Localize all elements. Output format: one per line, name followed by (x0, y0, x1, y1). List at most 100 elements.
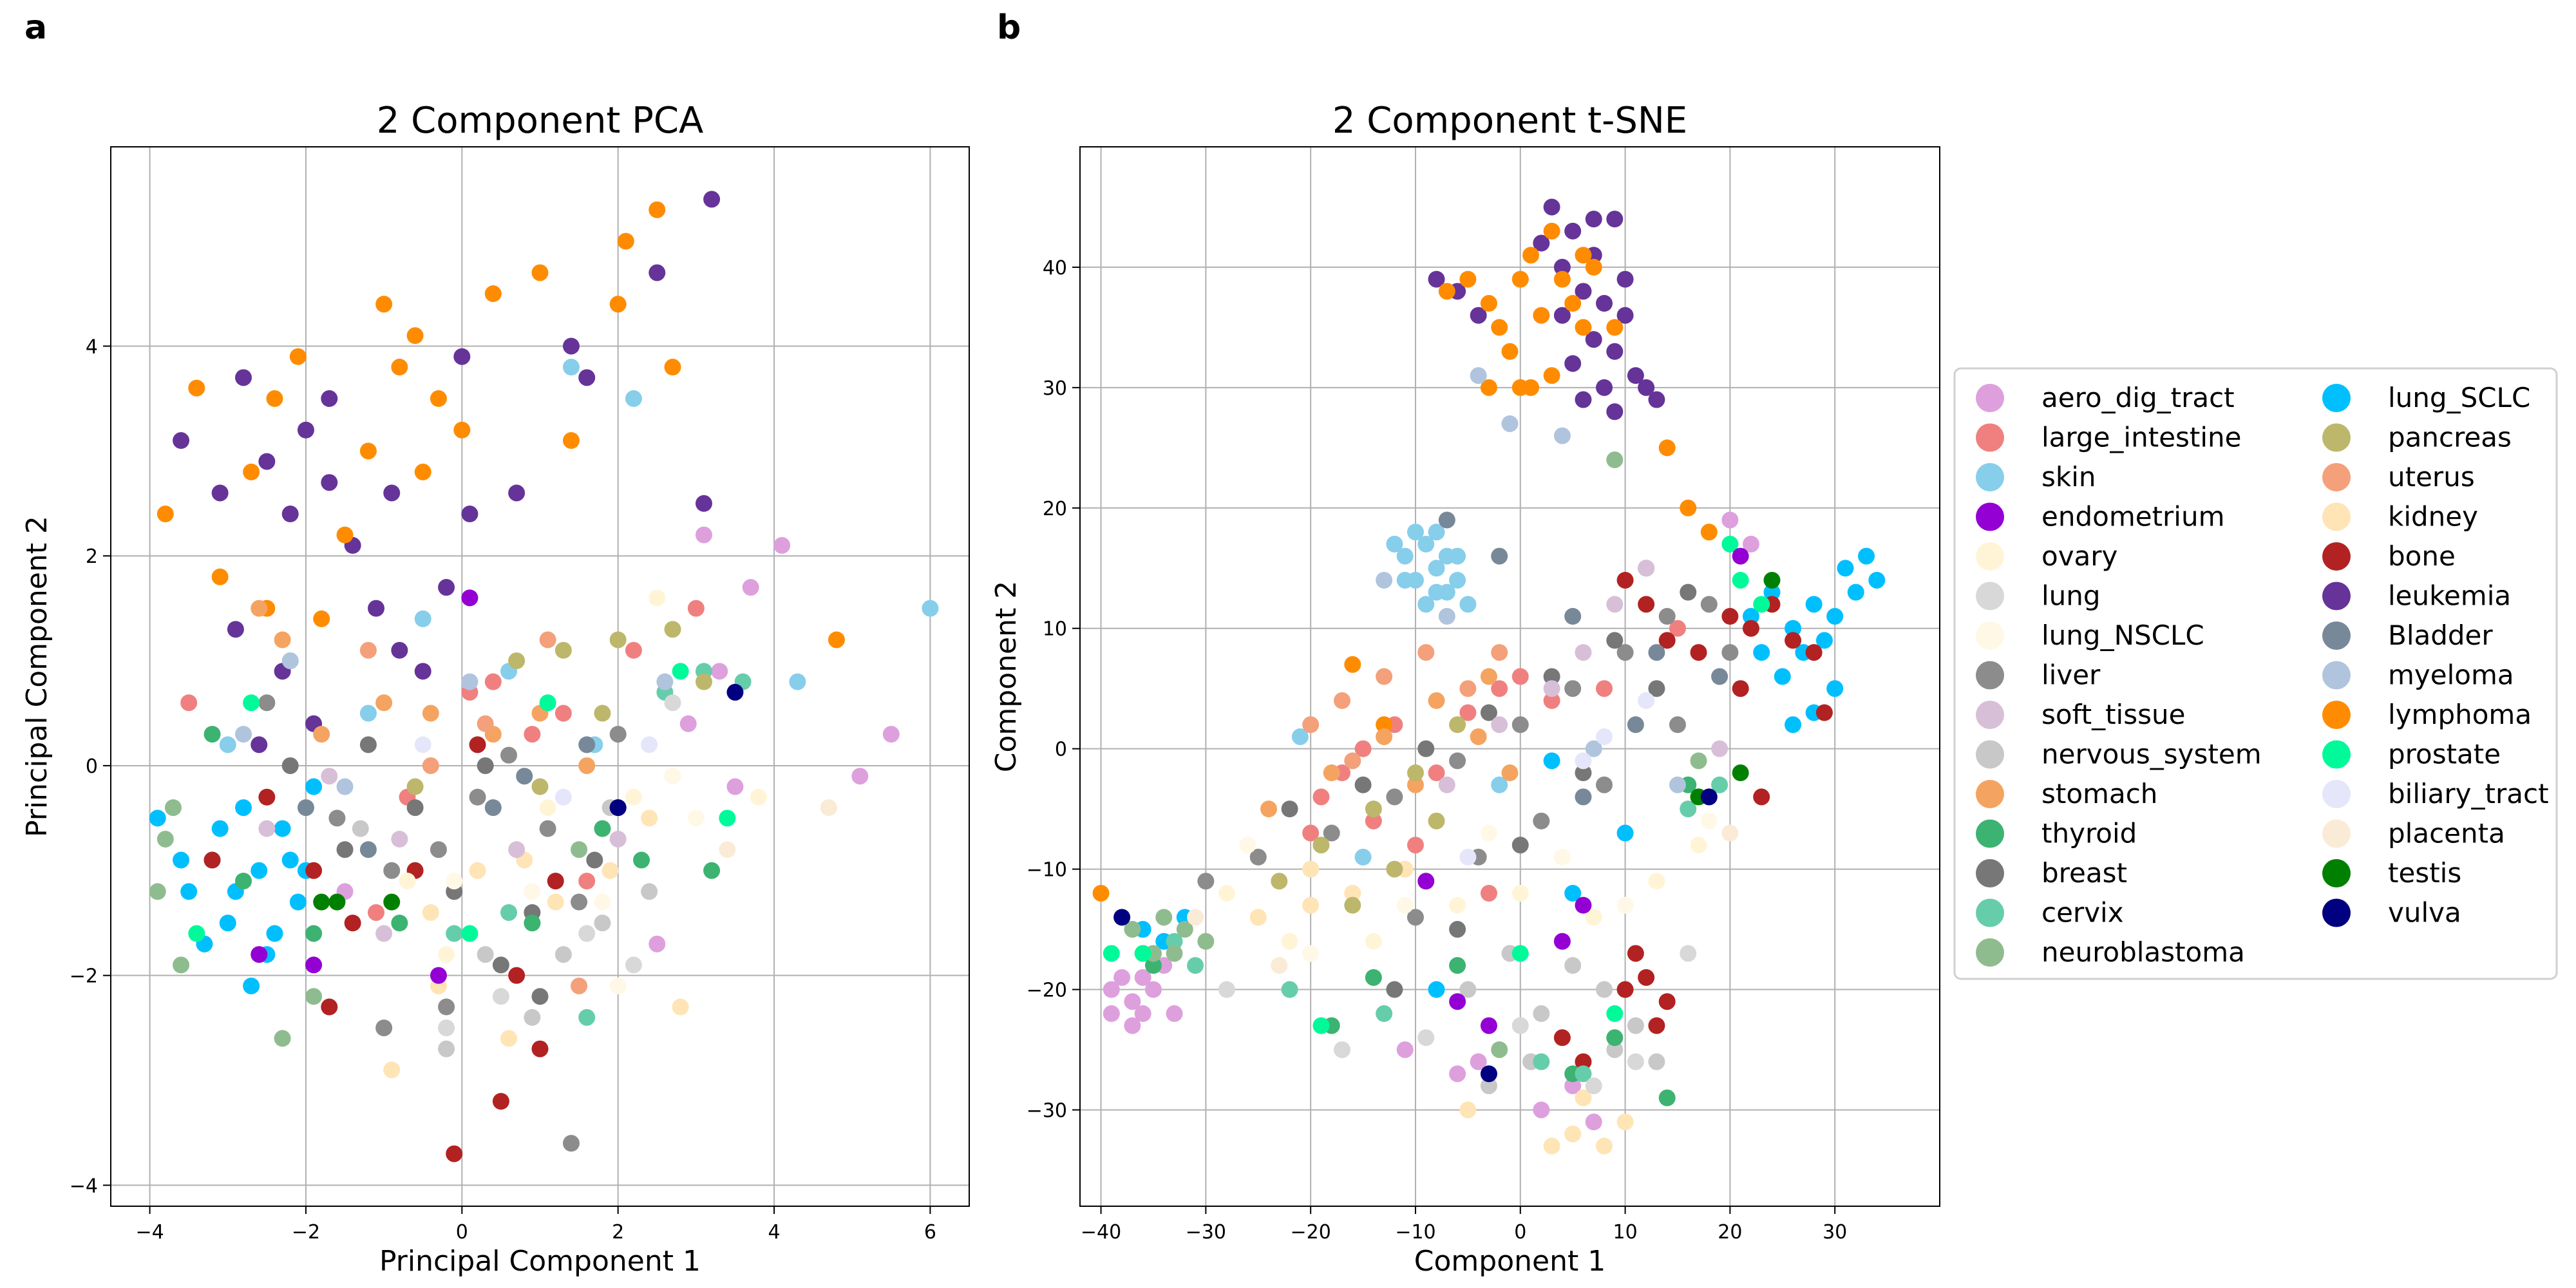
pca-point-lung-sclc (289, 893, 307, 911)
tsne-point-skin (1291, 728, 1309, 745)
tsne-point-uterus (1376, 668, 1393, 685)
tsne-point-leukemia (1606, 211, 1624, 228)
tsne-point-lymphoma (1438, 283, 1455, 300)
pca-point-leukemia (562, 337, 580, 355)
tsne-point-aero-dig-tract (1134, 1005, 1151, 1022)
tsne-point-vulva (1700, 788, 1718, 806)
tsne-point-lymphoma (1533, 307, 1550, 324)
tsne-point-leukemia (1585, 211, 1602, 228)
pca-point-placenta (820, 799, 837, 817)
tsne-point-lymphoma (1585, 258, 1602, 276)
tsne-x-tick-label: 0 (1514, 1221, 1526, 1244)
pca-point-endometrium (251, 946, 268, 963)
pca-point-neuroblastoma (164, 799, 182, 817)
tsne-point-thyroid (1365, 969, 1382, 986)
pca-point-prostate (672, 663, 689, 680)
tsne-point-leukemia (1627, 367, 1644, 384)
tsne-point-lymphoma (1344, 656, 1361, 673)
pca-point-aero-dig-tract (726, 778, 744, 795)
tsne-point-liver (1323, 824, 1340, 842)
tsne-point-lung-sclc (1826, 680, 1844, 697)
pca-point-ovary (399, 873, 416, 890)
pca-x-tick-label: 2 (612, 1221, 624, 1244)
pca-point-bone (258, 788, 276, 806)
tsne-point-lung-sclc (1815, 632, 1833, 649)
legend-label-biliary-tract: biliary_tract (2388, 778, 2549, 810)
tsne-point-myeloma (1553, 427, 1571, 444)
pca-point-lung-sclc (281, 851, 299, 869)
pca-point-pancreas (664, 621, 681, 638)
tsne-point-endometrium (1480, 1017, 1497, 1034)
tsne-point-bladder (1438, 511, 1455, 529)
pca-point-leukemia (695, 495, 712, 512)
tsne-point-liver (1658, 608, 1676, 625)
legend-label-lymphoma: lymphoma (2388, 699, 2532, 730)
pca-point-lymphoma (156, 506, 174, 523)
legend-item-large-intestine: large_intestine (1976, 422, 2242, 453)
pca-point-aero-dig-tract (679, 715, 697, 732)
pca-point-bone (492, 1093, 509, 1110)
pca-point-large-intestine (524, 726, 541, 743)
pca-point-lung-nsclc (687, 810, 705, 827)
tsne-point-thyroid (1144, 957, 1162, 974)
pca-point-lymphoma (406, 327, 424, 345)
tsne-point-bladder (1648, 644, 1665, 661)
tsne-point-breast (1417, 740, 1435, 757)
tsne-point-large-intestine (1302, 824, 1320, 842)
tsne-point-skin (1396, 571, 1414, 589)
tsne-point-uterus (1302, 716, 1320, 734)
pca-point-skin (789, 673, 806, 690)
legend-marker-skin (1976, 463, 2004, 491)
tsne-point-liver (1386, 788, 1403, 806)
pca-point-kidney (422, 904, 439, 921)
legend-label-lung-sclc: lung_SCLC (2388, 382, 2530, 413)
legend-marker-prostate (2322, 740, 2351, 769)
pca-point-large-intestine (368, 904, 385, 921)
tsne-point-aero-dig-tract (1470, 1053, 1487, 1070)
tsne-point-leukemia (1648, 391, 1665, 408)
legend-item-leukemia: leukemia (2322, 580, 2511, 612)
pca-point-kidney (601, 862, 619, 879)
legend-box (1953, 367, 2558, 980)
tsne-point-thyroid (1606, 1029, 1624, 1046)
tsne-point-liver (1700, 596, 1718, 613)
pca-point-lymphoma (188, 379, 205, 397)
tsne-point-neuroblastoma (1606, 451, 1624, 469)
tsne-point-bone (1753, 788, 1770, 806)
legend-item-lung-sclc: lung_SCLC (2322, 382, 2530, 413)
tsne-point-liver (1449, 752, 1466, 770)
tsne-point-bone (1785, 632, 1802, 649)
tsne-point-lung-sclc (1805, 596, 1823, 613)
tsne-point-bone (1638, 969, 1655, 986)
pca-point-lymphoma (453, 421, 471, 439)
pca-point-kidney (641, 810, 658, 827)
pca-point-pancreas (554, 641, 572, 659)
pca-point-lung-nsclc (446, 873, 463, 890)
pca-point-breast (359, 736, 377, 753)
legend-marker-stomach (1976, 780, 2004, 808)
pca-point-lymphoma (828, 631, 845, 649)
pca-x-tick-label: −2 (292, 1221, 320, 1244)
pca-point-large-intestine (625, 641, 642, 659)
pca-point-liver (258, 694, 276, 712)
tsne-y-axis-label: Component 2 (990, 581, 1023, 772)
tsne-point-ovary (1690, 837, 1707, 854)
tsne-grid (1080, 147, 1940, 1206)
legend-label-prostate: prostate (2388, 739, 2501, 770)
tsne-point-lung-nsclc (1396, 896, 1414, 914)
pca-point-lymphoma (484, 285, 502, 303)
tsne-point-breast (1480, 704, 1497, 721)
pca-point-ovary (539, 799, 556, 817)
pca-point-cervix (446, 925, 463, 942)
legend-item-soft-tissue: soft_tissue (1976, 699, 2185, 730)
tsne-point-prostate (1721, 535, 1739, 553)
pca-point-leukemia (453, 348, 471, 365)
pca-point-vulva (726, 683, 744, 701)
tsne-point-leukemia (1575, 283, 1592, 300)
tsne-point-lung-sclc (1763, 583, 1781, 601)
tsne-point-endometrium (1417, 873, 1435, 890)
pca-point-lymphoma (289, 348, 307, 365)
tsne-y-tick-label: −30 (1027, 1099, 1067, 1122)
tsne-point-breast (1449, 921, 1466, 938)
tsne-point-nervous-system (1459, 981, 1477, 998)
